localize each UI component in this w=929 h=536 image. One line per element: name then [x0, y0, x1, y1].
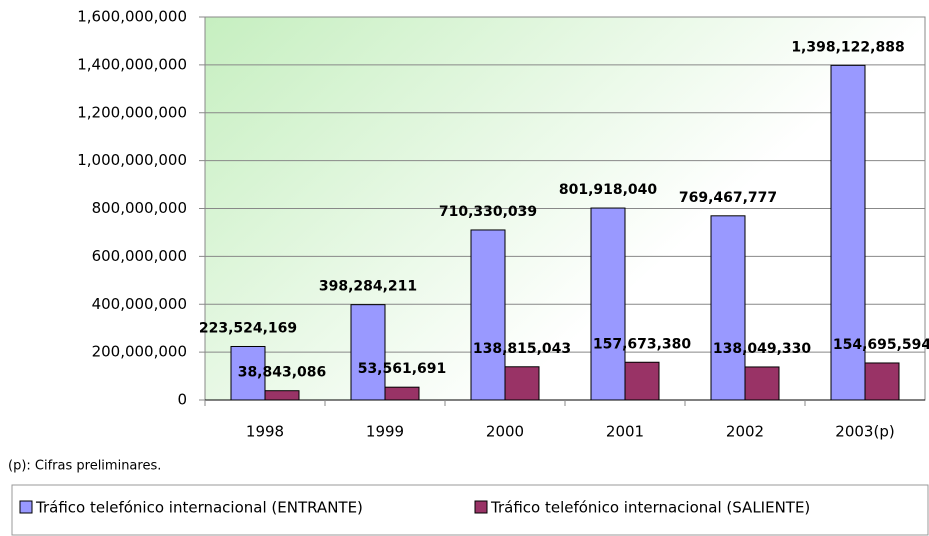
bar: [470, 229, 506, 401]
data-label: 223,524,169: [199, 320, 297, 336]
y-tick-label: 1,600,000,000: [77, 8, 187, 26]
bar: [264, 390, 300, 401]
data-label: 801,918,040: [559, 182, 658, 198]
data-label: 398,284,211: [319, 279, 417, 295]
y-tick-label: 800,000,000: [92, 199, 187, 217]
data-label: 157,673,380: [593, 336, 692, 352]
data-label: 710,330,039: [439, 204, 537, 220]
legend-label: Tráfico telefónico internacional (SALIEN…: [490, 499, 810, 517]
bar: [744, 366, 780, 401]
x-tick-label: 2003(p): [835, 423, 894, 441]
legend-label: Tráfico telefónico internacional (ENTRAN…: [35, 499, 363, 517]
x-tick-label: 2001: [606, 423, 644, 441]
data-label: 1,398,122,888: [791, 39, 904, 55]
bar: [384, 386, 420, 401]
bar: [350, 304, 386, 401]
legend-swatch: [19, 500, 33, 514]
bar: [864, 362, 900, 401]
x-tick-label: 2002: [726, 423, 764, 441]
legend-box: [11, 484, 929, 536]
footnote: (p): Cifras preliminares.: [8, 459, 161, 474]
y-tick-label: 200,000,000: [92, 343, 187, 361]
x-tick-label: 1999: [366, 423, 404, 441]
data-label: 38,843,086: [238, 365, 327, 381]
bar: [830, 64, 866, 401]
bar: [710, 215, 746, 401]
y-tick-label: 600,000,000: [92, 247, 187, 265]
y-tick-label: 1,000,000,000: [77, 151, 187, 169]
bar: [624, 361, 660, 401]
data-label: 53,561,691: [358, 361, 447, 377]
y-tick-label: 0: [177, 391, 187, 409]
data-label: 154,695,594: [833, 337, 929, 353]
bar: [230, 345, 266, 401]
y-tick-label: 1,400,000,000: [77, 55, 187, 73]
data-label: 769,467,777: [679, 190, 777, 206]
bar: [504, 366, 540, 401]
legend-swatch: [474, 500, 488, 514]
x-tick-label: 1998: [246, 423, 284, 441]
data-label: 138,815,043: [473, 341, 571, 357]
x-tick-label: 2000: [486, 423, 524, 441]
y-tick-label: 1,200,000,000: [77, 103, 187, 121]
data-label: 138,049,330: [713, 341, 812, 357]
bar: [590, 207, 626, 401]
y-tick-label: 400,000,000: [92, 295, 187, 313]
